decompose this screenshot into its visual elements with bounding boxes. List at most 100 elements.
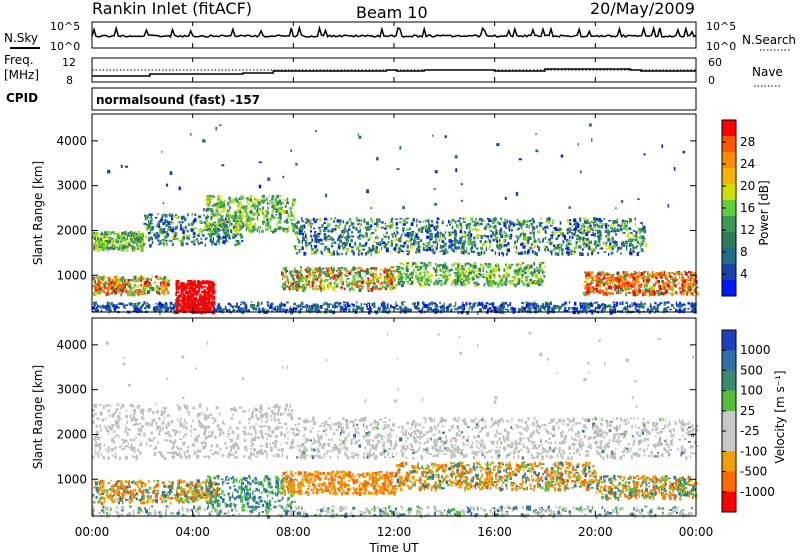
- range-cell: [229, 198, 232, 203]
- range-cell: [113, 289, 115, 293]
- range-cell: [97, 291, 100, 296]
- range-cell: [589, 224, 592, 228]
- range-cell: [285, 309, 289, 311]
- range-cell: [318, 309, 320, 313]
- range-cell: [100, 244, 103, 246]
- range-cell: [453, 262, 455, 265]
- range-cell: [97, 235, 100, 238]
- range-cell: [185, 298, 189, 301]
- range-cell: [312, 303, 316, 308]
- range-cell: [187, 293, 189, 297]
- range-cell: [571, 224, 574, 228]
- range-cell: [441, 220, 444, 223]
- range-cell: [323, 232, 327, 237]
- range-cell: [143, 301, 146, 304]
- range-cell: [589, 284, 591, 288]
- range-cell: [400, 275, 404, 280]
- range-cell: [311, 310, 314, 313]
- range-cell: [425, 247, 429, 252]
- range-cell: [494, 283, 496, 286]
- range-cell: [311, 247, 314, 251]
- range-cell: [683, 307, 687, 311]
- range-cell: [208, 226, 211, 229]
- range-cell: [148, 213, 152, 216]
- range-cell: [415, 240, 419, 244]
- range-cell: [520, 251, 523, 255]
- range-cell: [180, 299, 183, 302]
- range-cell: [242, 204, 244, 208]
- range-cell: [320, 274, 322, 278]
- range-cell: [482, 275, 486, 279]
- range-cell: [97, 248, 101, 252]
- range-cell: [621, 228, 623, 231]
- range-cell: [332, 250, 335, 254]
- range-cell: [225, 214, 228, 218]
- range-cell: [538, 264, 540, 268]
- range-cell: [331, 241, 334, 245]
- range-cell: [120, 240, 122, 243]
- range-cell: [123, 279, 126, 282]
- range-cell: [595, 245, 597, 249]
- range-cell: [104, 280, 107, 284]
- range-cell: [105, 286, 109, 290]
- range-cell: [494, 224, 497, 229]
- range-cell: [594, 301, 596, 304]
- range-cell: [159, 310, 161, 315]
- range-cell: [237, 208, 241, 211]
- range-cell: [556, 245, 559, 250]
- range-cell: [642, 223, 644, 226]
- range-cell: [341, 234, 345, 237]
- range-cell: [326, 278, 329, 281]
- range-cell: [221, 308, 223, 310]
- range-cell: [375, 218, 379, 221]
- range-cell: [214, 227, 216, 231]
- range-cell: [132, 279, 134, 282]
- range-cell: [314, 220, 317, 223]
- range-cell: [141, 290, 144, 294]
- range-cell: [321, 278, 323, 282]
- range-cell: [305, 281, 309, 285]
- range-cell: [186, 234, 189, 238]
- range-cell: [331, 268, 333, 272]
- range-cell: [522, 262, 525, 265]
- range-cell: [533, 226, 536, 230]
- range-cell: [524, 239, 527, 242]
- range-cell: [96, 232, 99, 235]
- range-cell: [351, 303, 353, 306]
- range-cell: [170, 307, 173, 310]
- range-cell: [335, 279, 338, 282]
- range-cell: [334, 217, 337, 220]
- range-cell: [110, 292, 113, 295]
- range-cell: [181, 305, 185, 308]
- range-cell: [369, 268, 372, 270]
- range-cell: [284, 220, 286, 223]
- range-cell: [544, 236, 547, 240]
- range-cell: [574, 227, 578, 231]
- range-cell: [310, 252, 314, 255]
- range-cell: [380, 238, 383, 242]
- range-cell: [469, 277, 472, 280]
- range-cell: [461, 236, 464, 238]
- range-cell: [117, 278, 121, 282]
- range-cell: [488, 263, 491, 265]
- range-cell: [460, 268, 463, 271]
- range-cell: [213, 233, 216, 236]
- range-cell: [158, 308, 162, 311]
- range-cell: [352, 226, 355, 229]
- range-cell: [188, 298, 191, 301]
- range-cell: [332, 252, 336, 256]
- range-cell: [490, 234, 493, 237]
- range-cell: [251, 218, 255, 220]
- range-cell: [486, 280, 488, 284]
- range-cell: [453, 232, 457, 236]
- range-cell: [374, 273, 377, 276]
- range-cell: [503, 230, 505, 234]
- range-cell: [365, 271, 369, 275]
- range-cell: [189, 286, 192, 290]
- range-cell: [356, 285, 360, 288]
- range-cell: [136, 302, 140, 305]
- range-cell: [611, 226, 613, 229]
- range-cell: [496, 307, 498, 312]
- range-cell: [243, 307, 247, 312]
- range-cell: [121, 243, 123, 248]
